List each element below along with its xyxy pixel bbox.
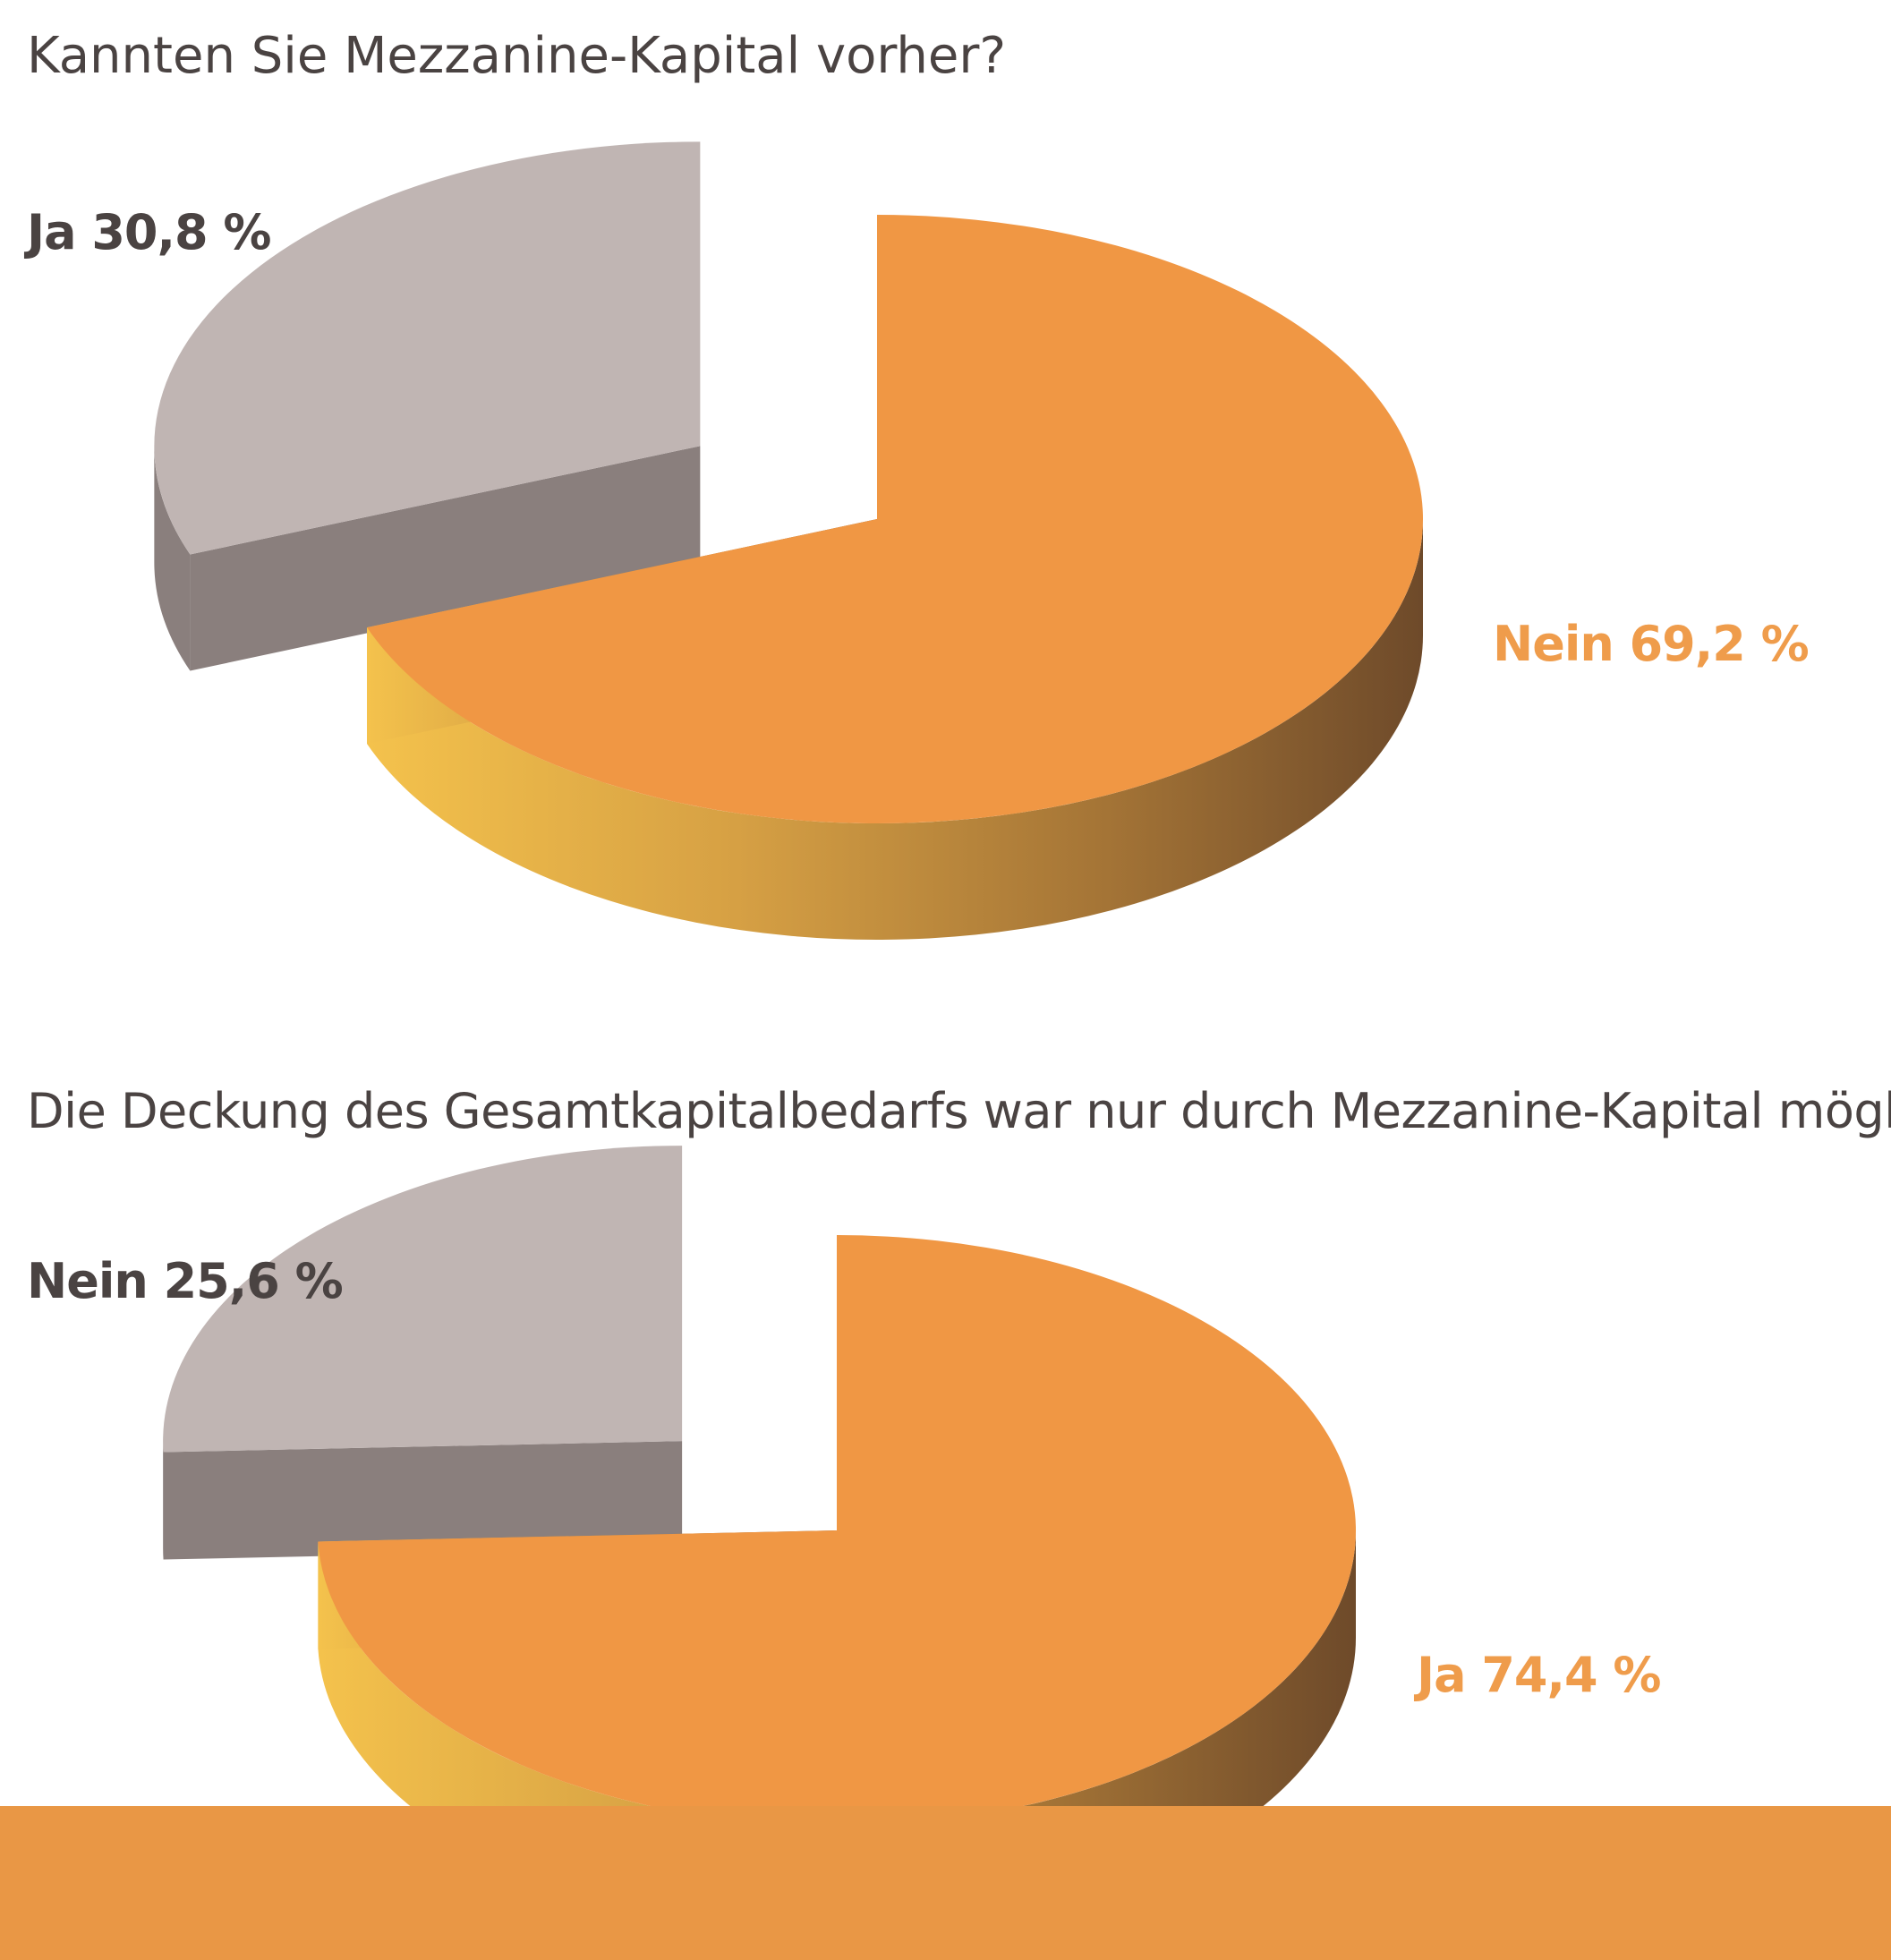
- chart-2-label-nein: Nein 25,6 %: [27, 1253, 344, 1309]
- bottom-color-bar: [0, 1806, 1891, 1960]
- chart-2-label-ja: Ja 74,4 %: [1417, 1647, 1661, 1703]
- chart-1-title: Kannten Sie Mezzanine-Kapital vorher?: [27, 27, 1007, 85]
- chart-2-title: Die Deckung des Gesamtkapitalbedarfs war…: [27, 1083, 1891, 1139]
- chart-1-label-nein: Nein 69,2 %: [1493, 616, 1810, 672]
- pie-slice-nein: [367, 215, 1424, 940]
- pie-chart-1: [154, 141, 1424, 940]
- pie-slice-ja: [154, 141, 701, 671]
- pie-slice-nein: [163, 1146, 683, 1560]
- chart-1-label-ja: Ja 30,8 %: [27, 204, 271, 260]
